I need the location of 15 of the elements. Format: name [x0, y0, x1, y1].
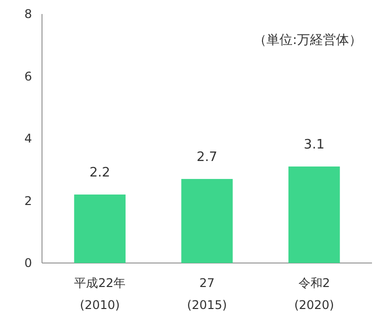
- x-tick-label: 令和2 (2020): [294, 276, 334, 312]
- y-tick-label: 0: [24, 256, 32, 270]
- y-tick-label: 6: [24, 69, 32, 84]
- x-tick-label: 27 (2015): [187, 276, 227, 312]
- bar: [181, 178, 233, 263]
- data-label: 2.2: [90, 166, 110, 181]
- bar: [74, 194, 126, 263]
- bar: [288, 166, 340, 263]
- annotation: （単位:万経営体）: [254, 33, 362, 48]
- y-tick-label: 8: [24, 7, 32, 22]
- data-label: 3.1: [304, 138, 324, 153]
- y-tick-label: 2: [24, 194, 32, 208]
- x-tick-label: 平成22年 (2010): [74, 276, 126, 312]
- data-label: 2.7: [196, 150, 218, 165]
- y-tick-label: 4: [24, 132, 32, 146]
